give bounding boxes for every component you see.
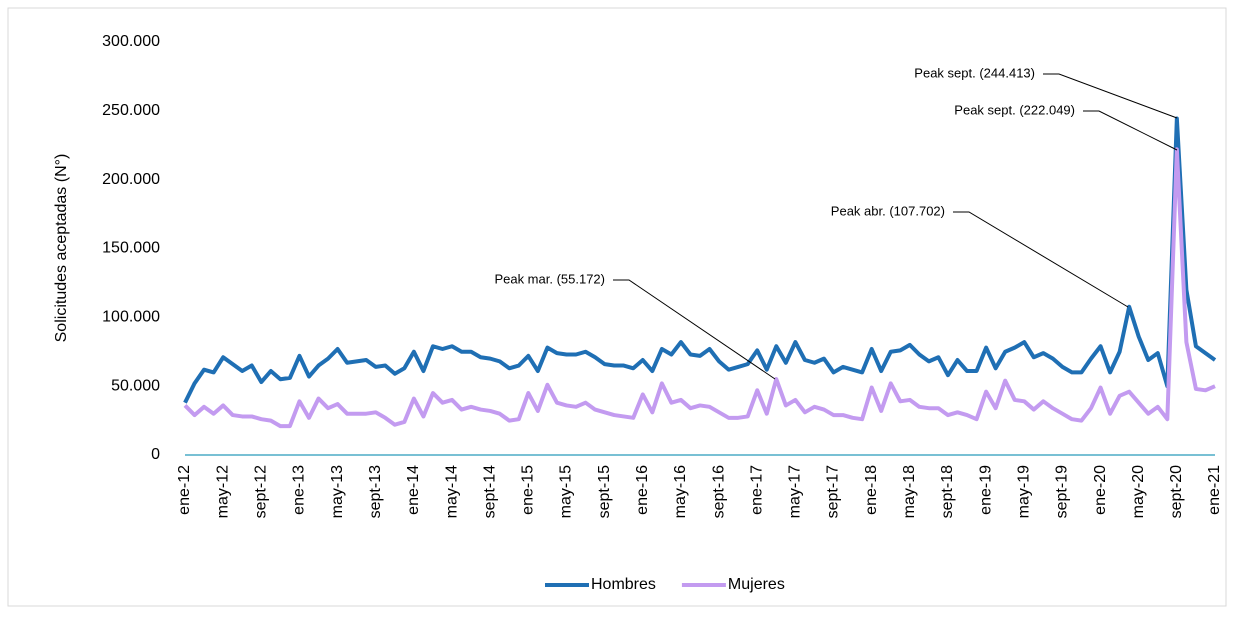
x-tick-label: sept-20 xyxy=(1168,465,1185,518)
x-tick-label: may-19 xyxy=(1015,465,1032,518)
y-tick-label: 0 xyxy=(151,446,160,463)
y-tick-label: 100.000 xyxy=(102,309,160,326)
y-tick-label: 50.000 xyxy=(111,377,160,394)
legend-label: Hombres xyxy=(591,576,656,593)
x-tick-label: may-20 xyxy=(1130,465,1147,518)
x-tick-label: may-18 xyxy=(901,465,918,518)
x-tick-label: may-17 xyxy=(787,465,804,518)
x-tick-label: ene-12 xyxy=(176,465,193,515)
y-tick-label: 250.000 xyxy=(102,102,160,119)
annotation: Peak sept. (244.413) xyxy=(914,65,1035,80)
annotation-line xyxy=(953,211,1129,308)
annotation-line xyxy=(1083,110,1178,151)
x-tick-label: ene-16 xyxy=(634,465,651,515)
x-tick-label: sept-17 xyxy=(825,465,842,518)
series-line xyxy=(183,147,1216,429)
x-tick-label: ene-13 xyxy=(291,465,308,515)
annotation-line xyxy=(1043,73,1178,119)
x-tick-label: ene-21 xyxy=(1206,465,1223,515)
x-tick-label: ene-18 xyxy=(863,465,880,515)
legend-label: Mujeres xyxy=(728,576,785,593)
x-tick-label: sept-19 xyxy=(1054,465,1071,518)
y-tick-label: 200.000 xyxy=(102,171,160,188)
x-tick-label: may-13 xyxy=(329,465,346,518)
x-tick-label: may-16 xyxy=(672,465,689,518)
x-tick-label: may-14 xyxy=(443,465,460,518)
x-tick-label: sept-16 xyxy=(710,465,727,518)
x-tick-label: sept-13 xyxy=(367,465,384,518)
annotation: Peak sept. (222.049) xyxy=(954,102,1075,117)
y-axis-label: Solicitudes aceptadas (N°) xyxy=(53,154,70,343)
y-tick-label: 150.000 xyxy=(102,240,160,257)
annotation-line xyxy=(613,279,776,380)
annotation: Peak mar. (55.172) xyxy=(494,271,605,286)
chart-frame xyxy=(7,7,1227,607)
series-line xyxy=(183,116,1217,404)
x-tick-label: sept-18 xyxy=(939,465,956,518)
x-tick-label: may-15 xyxy=(558,465,575,518)
x-tick-label: ene-17 xyxy=(748,465,765,515)
x-tick-label: ene-19 xyxy=(977,465,994,515)
annotation: Peak abr. (107.702) xyxy=(831,203,945,218)
x-tick-label: sept-15 xyxy=(596,465,613,518)
x-tick-label: sept-12 xyxy=(253,465,270,518)
x-tick-label: ene-15 xyxy=(520,465,537,515)
x-tick-label: sept-14 xyxy=(481,465,498,518)
x-tick-label: ene-20 xyxy=(1092,465,1109,515)
x-tick-label: ene-14 xyxy=(405,465,422,515)
y-tick-label: 300.000 xyxy=(102,33,160,50)
x-tick-label: may-12 xyxy=(214,465,231,518)
